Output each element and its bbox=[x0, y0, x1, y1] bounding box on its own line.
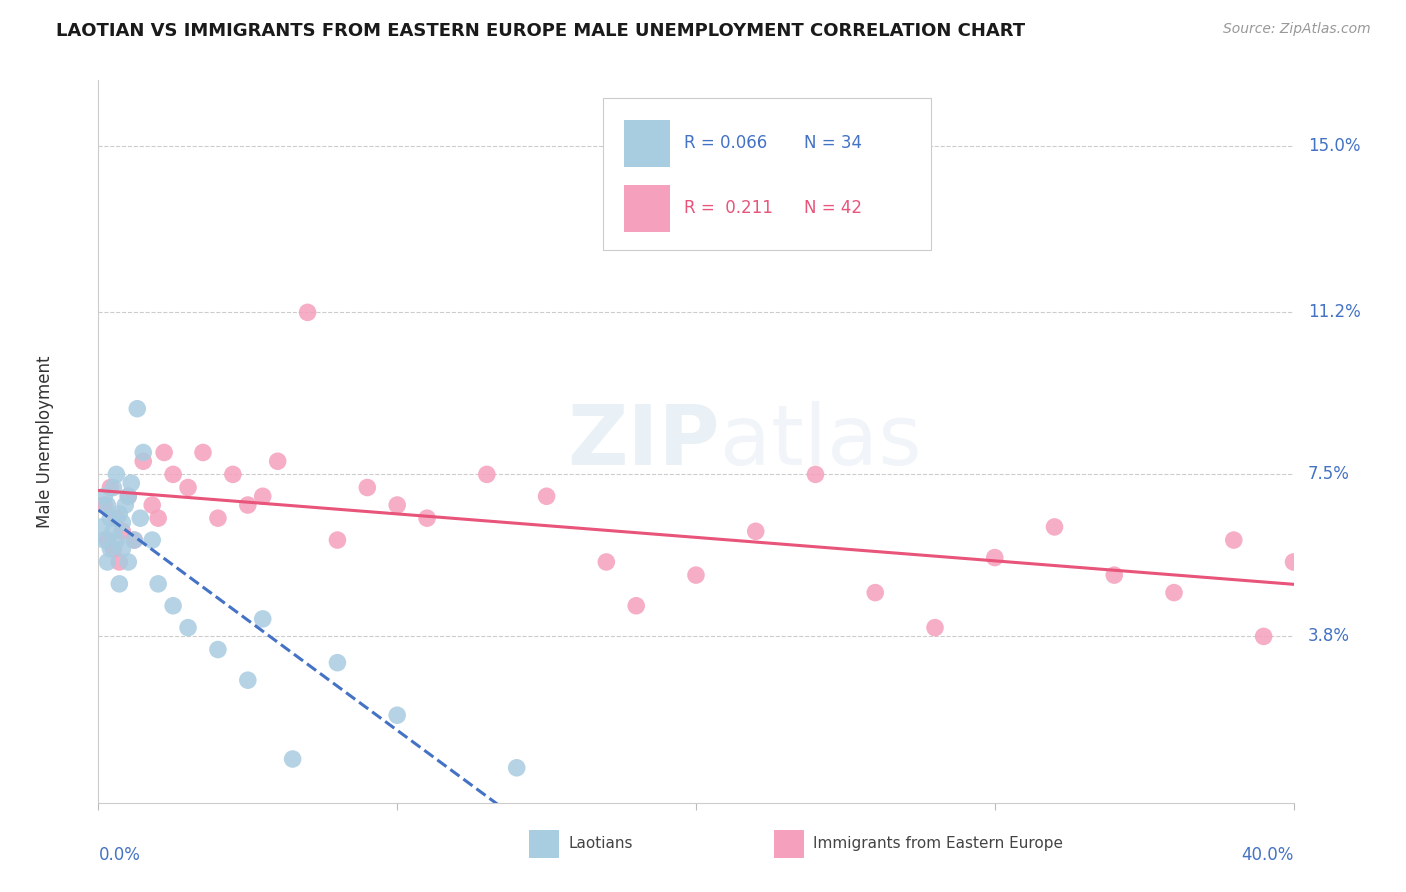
Text: 7.5%: 7.5% bbox=[1308, 466, 1350, 483]
Point bbox=[281, 752, 304, 766]
Point bbox=[103, 524, 125, 539]
Point bbox=[297, 305, 319, 319]
Text: Immigrants from Eastern Europe: Immigrants from Eastern Europe bbox=[813, 837, 1063, 852]
Point bbox=[222, 467, 245, 482]
Text: N = 42: N = 42 bbox=[804, 199, 862, 217]
Point bbox=[267, 454, 290, 468]
Point bbox=[148, 511, 170, 525]
Point bbox=[132, 445, 155, 459]
Point bbox=[804, 467, 827, 482]
Text: 40.0%: 40.0% bbox=[1241, 847, 1294, 864]
Bar bbox=[773, 830, 804, 858]
Point bbox=[1163, 585, 1185, 599]
Point bbox=[595, 555, 617, 569]
Point bbox=[111, 524, 134, 539]
Point bbox=[1253, 629, 1275, 643]
Text: LAOTIAN VS IMMIGRANTS FROM EASTERN EUROPE MALE UNEMPLOYMENT CORRELATION CHART: LAOTIAN VS IMMIGRANTS FROM EASTERN EUROP… bbox=[56, 22, 1025, 40]
Point bbox=[252, 489, 274, 503]
Point bbox=[141, 498, 163, 512]
Point bbox=[132, 454, 155, 468]
Bar bbox=[624, 120, 669, 167]
Point bbox=[924, 621, 946, 635]
Point bbox=[1043, 520, 1066, 534]
Point bbox=[984, 550, 1007, 565]
Point bbox=[356, 481, 378, 495]
Point bbox=[252, 612, 274, 626]
Point bbox=[141, 533, 163, 547]
Point bbox=[98, 481, 122, 495]
Point bbox=[162, 599, 184, 613]
Point bbox=[162, 467, 184, 482]
Point bbox=[108, 555, 131, 569]
Point bbox=[120, 476, 142, 491]
Point bbox=[111, 541, 134, 556]
Point bbox=[506, 761, 529, 775]
Point bbox=[93, 533, 115, 547]
Point bbox=[177, 481, 200, 495]
Point bbox=[117, 489, 139, 503]
Point bbox=[236, 498, 259, 512]
Point bbox=[117, 555, 139, 569]
Point bbox=[98, 511, 122, 525]
Text: N = 34: N = 34 bbox=[804, 134, 862, 153]
Point bbox=[191, 445, 214, 459]
Point bbox=[236, 673, 259, 688]
Point bbox=[108, 577, 131, 591]
Point bbox=[536, 489, 558, 503]
Point bbox=[90, 520, 112, 534]
Point bbox=[96, 533, 118, 547]
Point bbox=[745, 524, 768, 539]
Text: ZIP: ZIP bbox=[568, 401, 720, 482]
Point bbox=[148, 577, 170, 591]
Point bbox=[105, 533, 128, 547]
Text: R =  0.211: R = 0.211 bbox=[685, 199, 773, 217]
Point bbox=[1104, 568, 1126, 582]
Point bbox=[111, 516, 134, 530]
Point bbox=[103, 541, 125, 556]
Text: 0.0%: 0.0% bbox=[98, 847, 141, 864]
Point bbox=[416, 511, 439, 525]
Point bbox=[127, 401, 149, 416]
Point bbox=[103, 481, 125, 495]
Point bbox=[177, 621, 200, 635]
Point bbox=[385, 708, 409, 723]
Point bbox=[207, 511, 229, 525]
Text: atlas: atlas bbox=[720, 401, 921, 482]
Point bbox=[105, 511, 128, 525]
Text: 3.8%: 3.8% bbox=[1308, 627, 1350, 646]
FancyBboxPatch shape bbox=[603, 98, 931, 250]
Point bbox=[114, 498, 136, 512]
Bar bbox=[624, 185, 669, 232]
Point bbox=[93, 489, 115, 503]
Point bbox=[105, 467, 128, 482]
Point bbox=[475, 467, 498, 482]
Point bbox=[326, 656, 349, 670]
Text: Laotians: Laotians bbox=[568, 837, 633, 852]
Text: 15.0%: 15.0% bbox=[1308, 137, 1361, 155]
Point bbox=[207, 642, 229, 657]
Point bbox=[108, 507, 131, 521]
Point bbox=[96, 555, 118, 569]
Point bbox=[865, 585, 887, 599]
Point bbox=[385, 498, 409, 512]
Text: R = 0.066: R = 0.066 bbox=[685, 134, 768, 153]
Point bbox=[93, 498, 115, 512]
Point bbox=[124, 533, 146, 547]
Point bbox=[124, 533, 146, 547]
Text: 11.2%: 11.2% bbox=[1308, 303, 1361, 321]
Point bbox=[96, 498, 118, 512]
Point bbox=[626, 599, 648, 613]
Point bbox=[129, 511, 152, 525]
Point bbox=[1282, 555, 1305, 569]
Point bbox=[1223, 533, 1246, 547]
Point bbox=[117, 489, 139, 503]
Text: Male Unemployment: Male Unemployment bbox=[35, 355, 53, 528]
Point bbox=[685, 568, 707, 582]
Text: Source: ZipAtlas.com: Source: ZipAtlas.com bbox=[1223, 22, 1371, 37]
Point bbox=[153, 445, 176, 459]
Point bbox=[326, 533, 349, 547]
Bar bbox=[529, 830, 558, 858]
Point bbox=[98, 541, 122, 556]
